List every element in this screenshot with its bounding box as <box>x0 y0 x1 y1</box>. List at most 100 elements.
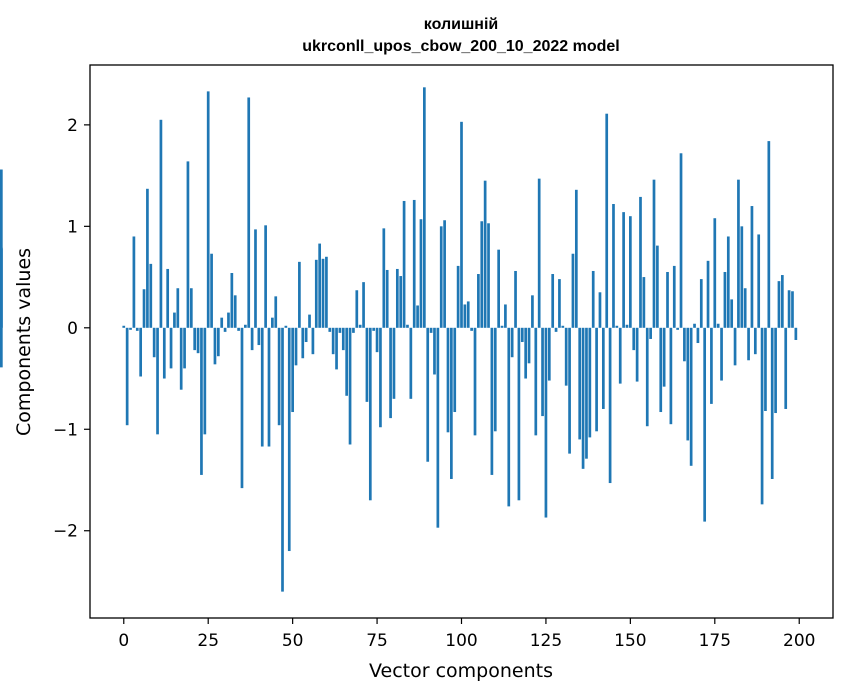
bar <box>767 141 771 328</box>
bar <box>558 279 561 328</box>
bar <box>591 270 595 328</box>
bar <box>737 179 740 328</box>
bar <box>456 265 460 328</box>
bar <box>483 180 487 328</box>
bar <box>166 268 170 328</box>
x-tick-label: 75 <box>366 631 388 651</box>
bar <box>760 327 764 505</box>
bar <box>524 327 528 379</box>
bar <box>132 236 136 328</box>
bar <box>716 323 720 328</box>
x-tick-label: 25 <box>197 631 219 651</box>
plot-frame <box>89 64 834 619</box>
bar <box>372 327 376 331</box>
bar <box>125 327 129 426</box>
bar <box>578 327 582 440</box>
bar <box>227 312 230 328</box>
x-axis-label: Vector components <box>369 660 553 682</box>
bar <box>497 249 500 328</box>
bar <box>392 327 396 399</box>
bar <box>547 327 551 381</box>
bar <box>581 327 585 469</box>
bar <box>730 299 734 328</box>
bar <box>689 327 693 466</box>
bar <box>649 327 652 339</box>
bar <box>710 327 713 404</box>
bar <box>544 327 548 518</box>
bar <box>352 327 355 333</box>
bar <box>355 290 359 328</box>
bar <box>720 327 723 381</box>
chart-subtitle: ukrconll_upos_cbow_200_10_2022 model <box>302 38 619 55</box>
bar <box>477 274 480 328</box>
bar <box>443 220 446 328</box>
bar <box>608 327 612 484</box>
bar <box>618 327 622 384</box>
bar <box>362 282 365 328</box>
bar <box>301 327 305 359</box>
bar <box>189 288 193 328</box>
bar <box>304 327 308 343</box>
bar <box>585 327 588 459</box>
bar <box>564 327 568 386</box>
bar <box>740 226 744 328</box>
x-tick-label: 175 <box>699 631 731 651</box>
bar <box>527 327 531 364</box>
bar <box>493 327 497 432</box>
bar <box>412 199 416 328</box>
y-tick-label: −1 <box>53 420 78 440</box>
bar <box>480 221 484 328</box>
bar <box>574 189 578 328</box>
bar <box>777 281 781 328</box>
x-tick-label: 50 <box>282 631 304 651</box>
bar <box>662 327 666 387</box>
bar <box>676 327 679 330</box>
bar <box>321 258 325 328</box>
bar <box>747 327 750 361</box>
bar <box>216 327 220 357</box>
bar <box>470 327 473 331</box>
bar <box>173 312 176 328</box>
bar <box>642 277 646 328</box>
bar <box>753 327 757 355</box>
bar <box>254 229 257 328</box>
bar <box>345 327 349 396</box>
bar <box>652 179 656 328</box>
bar <box>284 325 288 328</box>
x-tick-label: 150 <box>614 631 646 651</box>
bar <box>473 327 477 436</box>
bar <box>328 327 332 332</box>
bar <box>504 304 507 328</box>
bar <box>699 279 703 328</box>
bar <box>162 327 166 379</box>
bar <box>149 263 153 328</box>
bar <box>348 327 352 445</box>
bar <box>122 325 126 328</box>
bar <box>534 327 538 436</box>
bar <box>787 290 791 328</box>
x-tick-label: 200 <box>783 631 815 651</box>
bar <box>635 327 639 382</box>
bar <box>399 276 403 328</box>
bar <box>183 327 186 369</box>
bar <box>423 87 426 328</box>
bar <box>287 327 291 552</box>
bar <box>571 253 575 328</box>
bar <box>436 327 440 528</box>
bar <box>260 327 264 447</box>
bar <box>365 327 369 402</box>
bar <box>686 327 690 441</box>
bar <box>706 260 710 328</box>
bar <box>213 327 217 365</box>
bar <box>274 296 278 328</box>
bar <box>382 228 386 328</box>
bar <box>176 288 180 328</box>
x-tick-label: 0 <box>118 631 129 651</box>
bar <box>139 327 143 377</box>
bar <box>750 206 754 328</box>
bar <box>200 327 203 475</box>
bar <box>129 327 132 330</box>
bar <box>426 327 430 462</box>
y-tick-label: −2 <box>53 522 78 542</box>
